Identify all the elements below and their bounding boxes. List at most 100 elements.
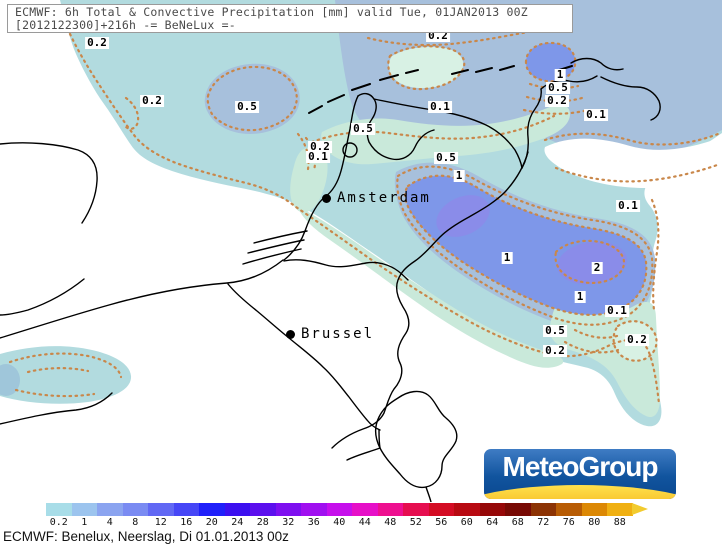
colorbar-cell-68: [505, 503, 531, 516]
colorbar-cell-60: [454, 503, 480, 516]
colorbar-tick-56: 56: [435, 517, 448, 528]
colorbar-tick-76: 76: [562, 517, 575, 528]
precip-area-mint2-pocket: [388, 46, 464, 89]
contour-label-4-0.5: 0.5: [351, 122, 375, 135]
meteogroup-logo: MeteoGroup: [484, 449, 676, 499]
map-canvas: [0, 0, 722, 502]
contour-label-9-0.5: 0.5: [546, 81, 570, 94]
contour-label-15-1: 1: [501, 251, 513, 264]
colorbar-tick-0.2: 0.2: [49, 517, 68, 528]
title-line-1: ECMWF: 6h Total & Convective Precipitati…: [15, 5, 528, 19]
colorbar-cell-44: [352, 503, 378, 516]
contour-label-8-1: 1: [554, 68, 566, 81]
city-name: Brussel: [301, 326, 375, 342]
precip-area-2-west: [436, 195, 490, 237]
colorbar-cell-20: [199, 503, 225, 516]
colorbar-cell-52: [403, 503, 429, 516]
precip-blip-sw: [0, 364, 20, 396]
colorbar-tick-68: 68: [511, 517, 524, 528]
colorbar-cell-24: [224, 503, 250, 516]
colorbar-tick-36: 36: [307, 517, 320, 528]
colorbar-cell-0.2: [46, 503, 72, 516]
border-lux-tail-2: [425, 486, 432, 502]
colorbar-cell-28: [250, 503, 276, 516]
city-amsterdam: Amsterdam: [322, 190, 431, 206]
precip-area-blob-sw: [0, 346, 132, 404]
city-brussel: Brussel: [286, 326, 374, 342]
colorbar-tick-32: 32: [282, 517, 295, 528]
coastlines-borders: [0, 57, 661, 502]
border-lux-tail-1: [346, 447, 381, 461]
colorbar-tick-8: 8: [132, 517, 139, 528]
footer-caption: ECMWF: Benelux, Neerslag, Di 01.01.2013 …: [3, 529, 289, 544]
contour-label-11-0.1: 0.1: [584, 108, 608, 121]
forecast-title-box: ECMWF: 6h Total & Convective Precipitati…: [7, 4, 573, 33]
colorbar-tick-80: 80: [588, 517, 601, 528]
colorbar-cell-80: [581, 503, 607, 516]
border-nl-de: [331, 151, 529, 449]
colorbar-tick-88: 88: [613, 517, 626, 528]
colorbar-cell-72: [530, 503, 556, 516]
contour-label-0-0.2: 0.2: [85, 36, 109, 49]
contour-label-20-0.2: 0.2: [543, 344, 567, 357]
coast-germany-3: [600, 76, 661, 121]
colorbar-tick-20: 20: [205, 517, 218, 528]
precip-area-mint-coast: [290, 146, 328, 213]
colorbar-cell-1: [71, 503, 97, 516]
colorbar-tick-48: 48: [384, 517, 397, 528]
colorbar-cell-40: [326, 503, 352, 516]
colorbar-tick-40: 40: [333, 517, 346, 528]
coast-channel: [0, 259, 284, 339]
colorbar-tick-52: 52: [409, 517, 422, 528]
colorbar-cell-8: [122, 503, 148, 516]
contour-label-13-1: 1: [453, 169, 465, 182]
colorbar-cell-56: [428, 503, 454, 516]
coast-north: [373, 98, 523, 169]
border-lux-tail-3: [378, 429, 381, 449]
contour-label-1-0.2: 0.2: [140, 94, 164, 107]
contour-label-10-0.2: 0.2: [545, 94, 569, 107]
colorbar-cell-12: [148, 503, 174, 516]
coast-england: [0, 142, 98, 224]
city-marker-dot: [322, 193, 331, 203]
colorbar-tick-44: 44: [358, 517, 371, 528]
colorbar-cell-76: [556, 503, 582, 516]
zeeland-3: [253, 230, 308, 244]
colorbar-cell-32: [275, 503, 301, 516]
contour-label-6-0.1: 0.1: [306, 150, 330, 163]
markermeer: [342, 142, 358, 158]
precip-area-mint-edge: [297, 206, 564, 368]
colorbar-tick-28: 28: [256, 517, 269, 528]
colorbar-tick-4: 4: [106, 517, 113, 528]
city-marker-dot: [286, 329, 295, 339]
colorbar-cell-88: [607, 503, 633, 516]
border-luxembourg: [375, 390, 458, 489]
coast-germany-2: [570, 57, 624, 71]
colorbar-cell-36: [301, 503, 327, 516]
border-be-nl: [283, 259, 409, 281]
contour-label-14-0.1: 0.1: [616, 199, 640, 212]
city-name: Amsterdam: [337, 190, 431, 206]
coast-holland: [283, 95, 359, 261]
contour-label-7-0.1: 0.1: [428, 100, 452, 113]
colorbar-tick-1: 1: [81, 517, 88, 528]
colorbar-cell-16: [173, 503, 199, 516]
precip-area-mint-ijsselmeer: [321, 104, 570, 165]
contour-label-18-0.1: 0.1: [605, 304, 629, 317]
colorbar-cell-4: [97, 503, 123, 516]
colorbar-arrow: [632, 503, 648, 515]
contour-label-16-2: 2: [591, 261, 603, 274]
colorbar-labels: 0.2 1 4 8 12 16 20 24 28 32 36 40 44 48 52 56 60 64 68 72 76…: [46, 517, 633, 528]
contour-label-21-0.2: 0.2: [625, 333, 649, 346]
colorbar-cells: [46, 503, 633, 516]
title-line-2: [2012122300]+216h -= BeNeLux =-: [15, 18, 236, 32]
contour-label-2-0.5: 0.5: [235, 100, 259, 113]
precip-area-05-dome: [204, 63, 300, 135]
logo-text: MeteoGroup: [502, 451, 659, 482]
contour-label-17-1: 1: [574, 290, 586, 303]
colorbar-tick-24: 24: [231, 517, 244, 528]
wadden-islands: [308, 65, 573, 114]
contour-label-5-0.2: 0.2: [308, 140, 332, 153]
colorbar-tick-16: 16: [180, 517, 193, 528]
